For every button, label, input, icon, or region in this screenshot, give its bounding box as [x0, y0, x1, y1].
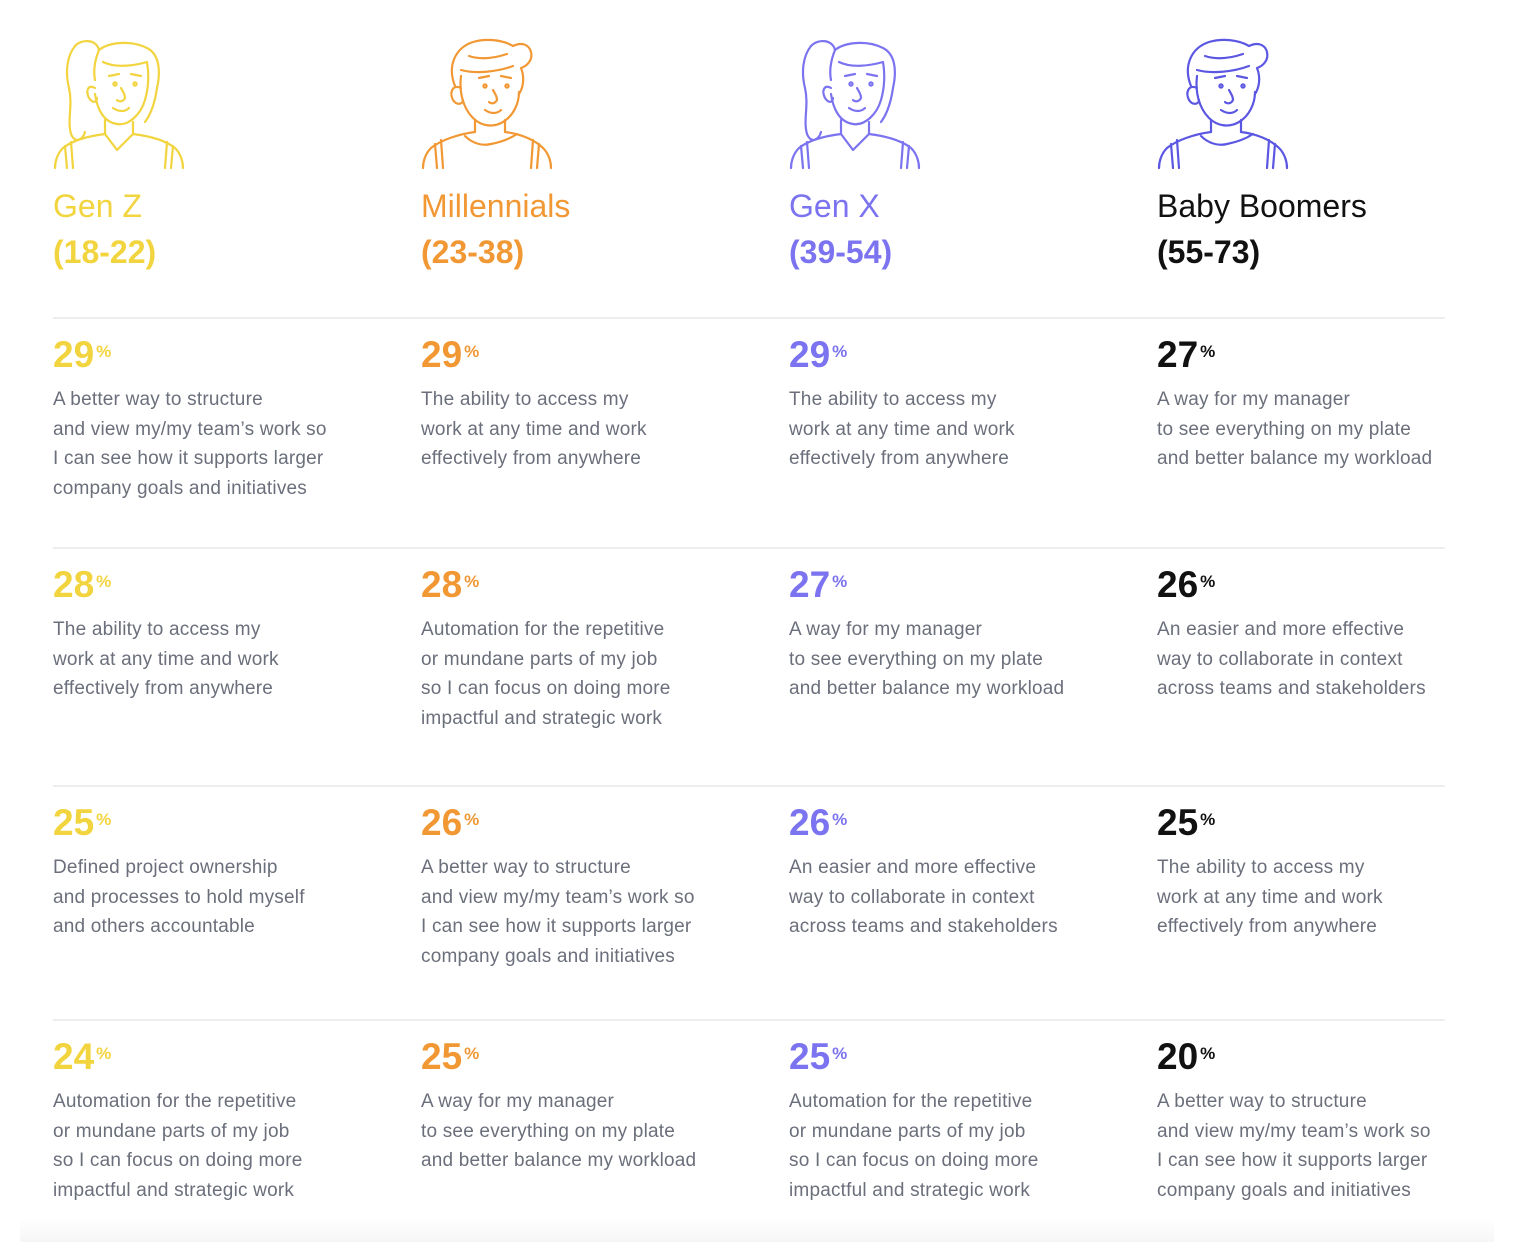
man-avatar-icon — [1157, 36, 1289, 170]
ranking-row-3: 25% Defined project ownership and proces… — [53, 785, 1445, 1021]
stat-percentage: 26% — [421, 802, 480, 843]
stat-percentage: 28% — [421, 564, 480, 605]
stat-percentage: 26% — [789, 802, 848, 843]
stat-description: Automation for the repetitive or mundane… — [789, 1091, 1039, 1201]
bottom-fade — [20, 1218, 1494, 1242]
gen-age: (39-54) — [789, 234, 893, 270]
gen-name: Gen Z — [53, 188, 142, 224]
gen-header-millennials: Millennials (23-38) — [421, 36, 751, 270]
stat-description: A better way to structure and view my/my… — [421, 857, 695, 967]
stat-percentage: 27% — [789, 564, 848, 605]
gen-age: (23-38) — [421, 234, 525, 270]
stat-percentage: 25% — [53, 802, 112, 843]
gen-name: Gen X — [789, 188, 880, 224]
ranking-row-2: 28% The ability to access my work at any… — [53, 547, 1445, 787]
gen-header-genx: Gen X (39-54) — [789, 36, 1119, 270]
stat-percentage: 28% — [53, 564, 112, 605]
gen-age: (18-22) — [53, 234, 157, 270]
stat-percentage: 29% — [53, 334, 112, 375]
stat-description: A better way to structure and view my/my… — [53, 389, 327, 499]
gen-name: Millennials — [421, 188, 571, 224]
stat-percentage: 25% — [789, 1036, 848, 1077]
woman-avatar-icon — [789, 36, 921, 170]
stat-description: Automation for the repetitive or mundane… — [53, 1091, 303, 1201]
stat-description: A way for my manager to see everything o… — [1157, 389, 1433, 469]
stat-description: The ability to access my work at any tim… — [1157, 857, 1383, 937]
stat-percentage: 20% — [1157, 1036, 1216, 1077]
stat-description: A way for my manager to see everything o… — [421, 1091, 697, 1171]
stat-description: The ability to access my work at any tim… — [789, 389, 1015, 469]
stat-percentage: 24% — [53, 1036, 112, 1077]
stat-description: A way for my manager to see everything o… — [789, 619, 1065, 699]
stat-percentage: 29% — [789, 334, 848, 375]
woman-avatar-icon — [53, 36, 185, 170]
gen-header-boomers: Baby Boomers (55-73) — [1157, 36, 1487, 270]
stat-description: The ability to access my work at any tim… — [421, 389, 647, 469]
stat-description: Automation for the repetitive or mundane… — [421, 619, 671, 729]
stat-percentage: 25% — [421, 1036, 480, 1077]
gen-name: Baby Boomers — [1157, 188, 1367, 224]
generation-headers: Gen Z (18-22) Millennials (23-38) Gen X … — [53, 0, 1445, 318]
stat-description: Defined project ownership and processes … — [53, 857, 305, 937]
stat-description: A better way to structure and view my/my… — [1157, 1091, 1431, 1201]
stat-percentage: 27% — [1157, 334, 1216, 375]
stat-percentage: 29% — [421, 334, 480, 375]
stat-description: An easier and more effective way to coll… — [789, 857, 1058, 937]
ranking-row-4: 24% Automation for the repetitive or mun… — [53, 1019, 1445, 1221]
gen-age: (55-73) — [1157, 234, 1261, 270]
stat-percentage: 26% — [1157, 564, 1216, 605]
man-avatar-icon — [421, 36, 553, 170]
ranking-row-1: 29% A better way to structure and view m… — [53, 317, 1445, 549]
gen-header-genz: Gen Z (18-22) — [53, 36, 383, 270]
stat-description: The ability to access my work at any tim… — [53, 619, 279, 699]
stat-percentage: 25% — [1157, 802, 1216, 843]
stat-description: An easier and more effective way to coll… — [1157, 619, 1426, 699]
